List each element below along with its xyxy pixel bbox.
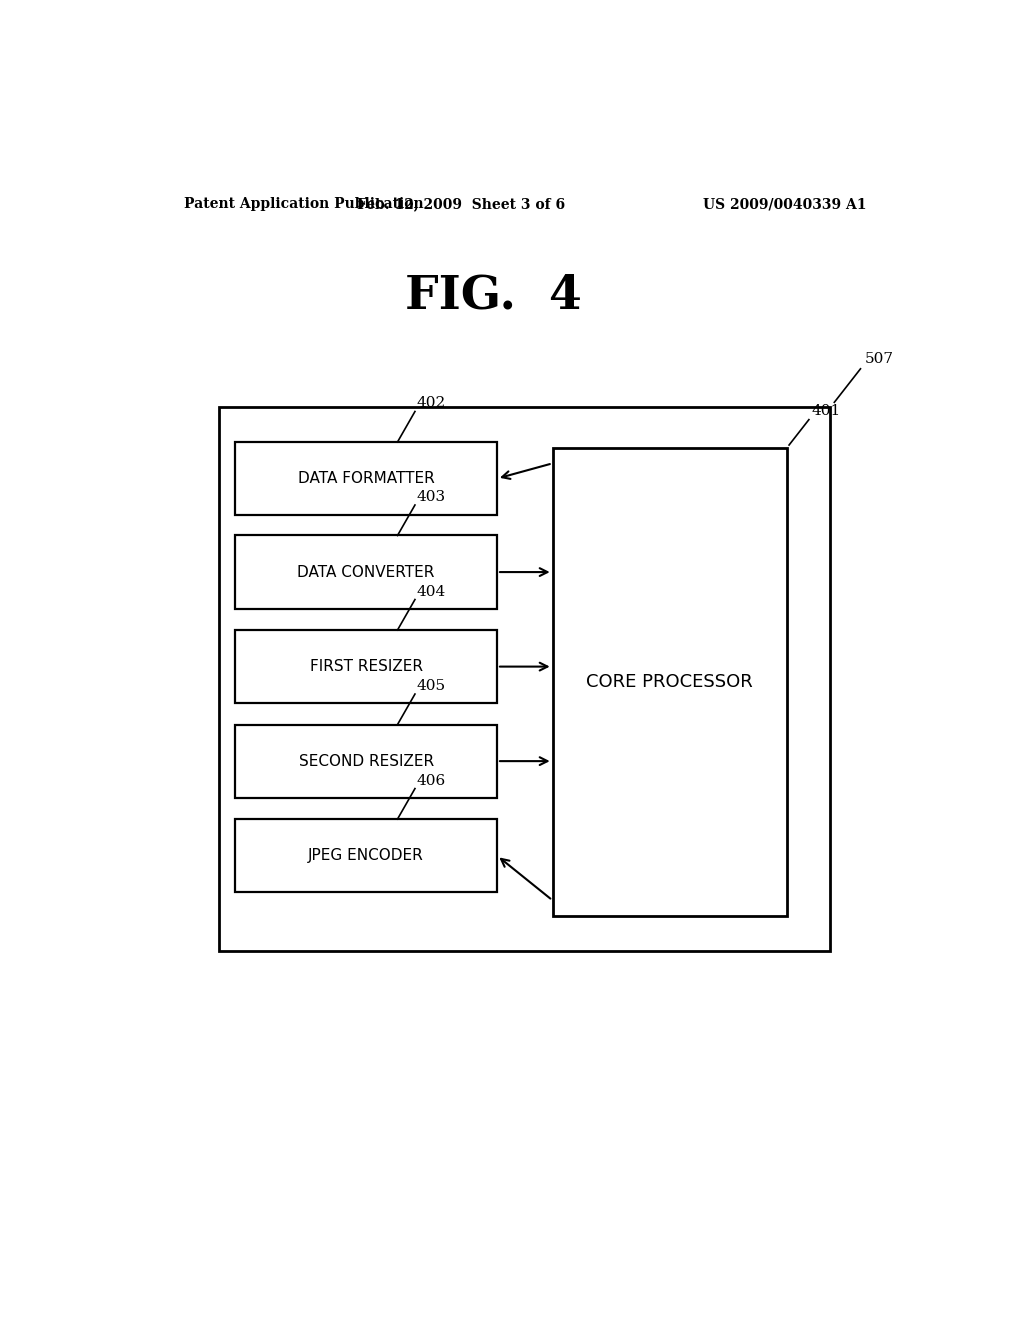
Text: 507: 507 (864, 351, 894, 366)
Bar (219, 408, 830, 952)
Text: DATA CONVERTER: DATA CONVERTER (297, 565, 435, 579)
Text: SECOND RESIZER: SECOND RESIZER (299, 754, 433, 768)
Bar (236, 536, 497, 609)
Text: Patent Application Publication: Patent Application Publication (183, 197, 423, 211)
Text: Feb. 12, 2009  Sheet 3 of 6: Feb. 12, 2009 Sheet 3 of 6 (357, 197, 565, 211)
Bar (236, 818, 497, 892)
Text: 405: 405 (417, 678, 445, 693)
Text: US 2009/0040339 A1: US 2009/0040339 A1 (702, 197, 866, 211)
Text: 402: 402 (417, 396, 445, 411)
Text: CORE PROCESSOR: CORE PROCESSOR (587, 673, 753, 690)
Text: 404: 404 (417, 585, 445, 598)
Text: DATA FORMATTER: DATA FORMATTER (298, 471, 434, 486)
Bar (553, 447, 786, 916)
Bar (236, 725, 497, 797)
Text: 406: 406 (417, 774, 445, 788)
Text: FIRST RESIZER: FIRST RESIZER (309, 659, 423, 675)
Text: JPEG ENCODER: JPEG ENCODER (308, 849, 424, 863)
Bar (236, 442, 497, 515)
Text: FIG.  4: FIG. 4 (404, 273, 582, 318)
Text: 401: 401 (811, 404, 841, 417)
Bar (236, 630, 497, 704)
Text: 403: 403 (417, 490, 445, 504)
